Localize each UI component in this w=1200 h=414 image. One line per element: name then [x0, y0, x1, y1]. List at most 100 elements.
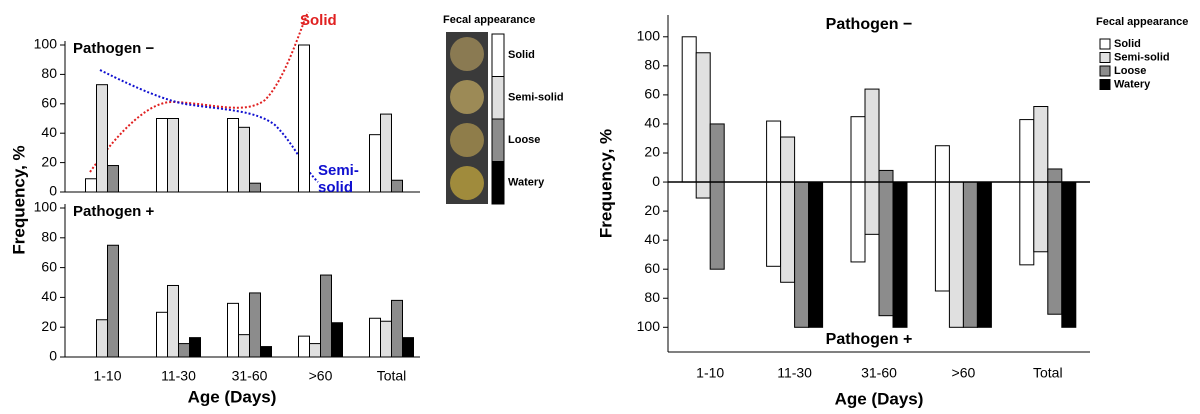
- bar: [97, 320, 108, 357]
- y-tick-label: 100: [637, 318, 661, 334]
- legend-swatch: [1100, 80, 1110, 90]
- bar: [767, 121, 781, 182]
- bar: [239, 335, 250, 357]
- y-tick-label: 100: [34, 199, 58, 215]
- annotation: Semi- solid: [318, 162, 359, 196]
- panel-title: Pathogen +: [73, 203, 155, 220]
- bar: [781, 137, 795, 182]
- legend-label: Loose: [1114, 65, 1146, 77]
- photo-solid: [450, 37, 484, 71]
- x-tick-label: Total: [1033, 365, 1063, 381]
- bar: [935, 146, 949, 182]
- figure: 020406080100Pathogen −020406080100Pathog…: [0, 0, 1200, 414]
- photo-semi-solid: [450, 80, 484, 114]
- lower-label: Pathogen +: [826, 331, 913, 348]
- bar: [381, 114, 392, 192]
- y-tick-label: 40: [644, 115, 660, 131]
- bar: [795, 182, 809, 327]
- legend-title: Fecal appearance: [443, 14, 535, 26]
- y-tick-label: 40: [644, 231, 660, 247]
- bar: [710, 182, 724, 269]
- y-tick-label: 60: [644, 86, 660, 102]
- bar: [851, 182, 865, 262]
- bar: [879, 182, 893, 316]
- y-tick-label: 60: [41, 95, 57, 111]
- y-tick-label: 80: [644, 57, 660, 73]
- legend-label: Watery: [1114, 78, 1151, 90]
- bar: [381, 321, 392, 357]
- legend-swatch: [492, 34, 504, 77]
- bar: [879, 170, 893, 182]
- bar: [865, 89, 879, 182]
- y-tick-label: 100: [34, 36, 58, 52]
- semi-solid-trend: [100, 70, 318, 182]
- bar: [168, 119, 179, 193]
- y-tick-label: 60: [41, 258, 57, 274]
- bar: [963, 182, 977, 327]
- bar: [179, 344, 190, 357]
- chart: 020406080100Pathogen −020406080100Pathog…: [0, 0, 1200, 414]
- bar: [865, 182, 879, 234]
- bar: [190, 338, 201, 357]
- x-axis-label: Age (Days): [188, 387, 277, 406]
- legend-label: Solid: [508, 49, 535, 61]
- bar: [392, 300, 403, 357]
- legend-swatch: [1100, 39, 1110, 49]
- legend-label: Watery: [508, 176, 545, 188]
- bar: [250, 293, 261, 357]
- x-tick-label: 11-30: [161, 368, 196, 384]
- bar: [682, 37, 696, 182]
- x-axis-label: Age (Days): [835, 389, 924, 408]
- bar: [1034, 107, 1048, 183]
- y-tick-label: 80: [41, 65, 57, 81]
- photo-loose: [450, 123, 484, 157]
- y-tick-label: 20: [644, 144, 660, 160]
- y-tick-label: 40: [41, 124, 57, 140]
- bar: [228, 119, 239, 193]
- bar: [370, 318, 381, 357]
- y-tick-label: 40: [41, 288, 57, 304]
- bar: [893, 182, 907, 327]
- bar: [228, 303, 239, 357]
- legend-label: Loose: [508, 134, 540, 146]
- bar: [157, 312, 168, 357]
- bar: [1020, 182, 1034, 265]
- fecal-photos: [446, 32, 488, 204]
- bar: [977, 182, 991, 327]
- legend-label: Semi-solid: [508, 91, 564, 103]
- legend-swatch: [492, 119, 504, 162]
- bar: [1034, 182, 1048, 252]
- bar: [108, 166, 119, 192]
- x-tick-label: 1-10: [93, 368, 121, 384]
- annotation: Solid: [300, 12, 337, 29]
- panel-title: Pathogen −: [73, 40, 155, 57]
- bar: [1048, 182, 1062, 314]
- bar: [1062, 182, 1076, 327]
- x-tick-label: 11-30: [777, 365, 812, 381]
- y-tick-label: 20: [41, 153, 57, 169]
- bar: [239, 127, 250, 192]
- bar: [392, 180, 403, 192]
- x-tick-label: >60: [309, 368, 333, 384]
- bar: [299, 336, 310, 357]
- legend-swatch: [1100, 53, 1110, 63]
- x-tick-label: >60: [952, 365, 976, 381]
- y-tick-label: 100: [637, 27, 661, 43]
- y-tick-label: 60: [644, 260, 660, 276]
- y-tick-label: 0: [49, 348, 57, 364]
- bar: [949, 182, 963, 327]
- bar: [168, 285, 179, 357]
- bar: [696, 182, 710, 198]
- bar: [157, 119, 168, 193]
- y-axis-label: Frequency, %: [596, 129, 615, 238]
- upper-label: Pathogen −: [826, 16, 913, 33]
- x-tick-label: 1-10: [696, 365, 724, 381]
- bar: [86, 179, 97, 192]
- bar: [767, 182, 781, 266]
- legend-label: Solid: [1114, 38, 1141, 50]
- x-tick-label: 31-60: [232, 368, 268, 384]
- bar: [809, 182, 823, 327]
- bar: [696, 53, 710, 182]
- y-tick-label: 20: [644, 202, 660, 218]
- y-tick-label: 80: [644, 289, 660, 305]
